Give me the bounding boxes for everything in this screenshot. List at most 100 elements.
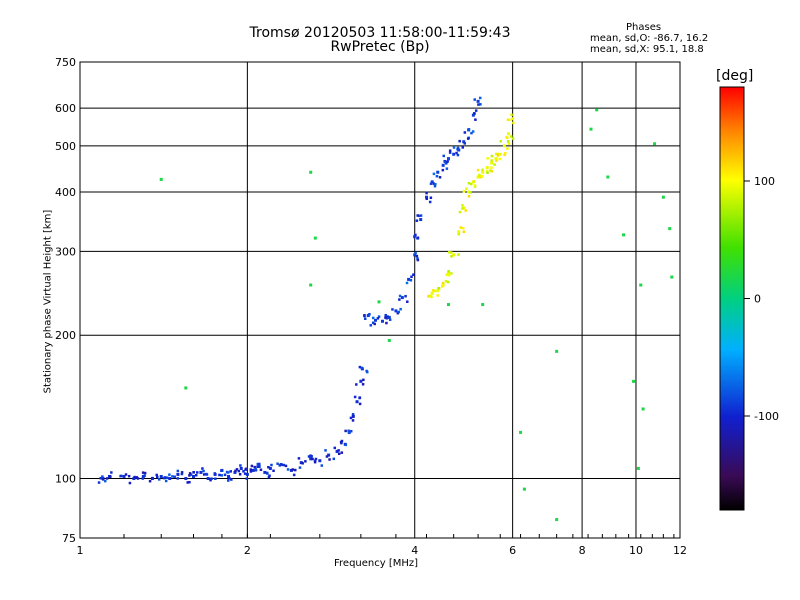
data-point (278, 464, 281, 467)
data-point (510, 135, 513, 138)
data-point (328, 458, 331, 461)
data-point (498, 152, 502, 156)
data-point (452, 152, 456, 156)
data-point (188, 480, 191, 484)
data-point (361, 383, 365, 386)
data-point (471, 130, 475, 133)
y-tick-label: 600 (55, 102, 76, 115)
data-point (301, 462, 304, 465)
data-point (122, 474, 126, 478)
data-point (245, 477, 249, 480)
data-point (202, 473, 206, 476)
data-point (347, 431, 351, 435)
data-point (639, 283, 643, 287)
data-point (463, 142, 467, 145)
data-point (431, 289, 435, 292)
data-point (496, 152, 500, 156)
data-point (168, 473, 171, 476)
data-point (340, 451, 344, 454)
data-point (337, 452, 341, 456)
data-point (363, 317, 367, 320)
data-point (429, 182, 433, 185)
data-point (249, 470, 253, 473)
data-point (258, 462, 261, 466)
data-point (494, 157, 498, 161)
data-point (480, 175, 484, 178)
data-point (327, 453, 331, 457)
data-point (133, 475, 136, 479)
data-point (202, 469, 205, 473)
data-point (441, 163, 445, 167)
data-point (101, 475, 104, 478)
data-point (188, 474, 191, 477)
data-point (490, 154, 494, 158)
data-point (191, 474, 195, 478)
data-point (502, 144, 506, 148)
data-point (481, 170, 485, 174)
data-point (239, 464, 242, 467)
data-point (414, 251, 417, 255)
data-point (427, 295, 430, 298)
data-point (478, 96, 482, 100)
data-point (416, 257, 419, 260)
data-point (416, 236, 419, 239)
y-tick-label: 750 (55, 56, 76, 69)
data-point (159, 474, 163, 478)
y-tick-label: 200 (55, 329, 76, 342)
phase-colorbar (719, 86, 745, 511)
data-point (192, 471, 195, 474)
data-point (242, 470, 245, 473)
data-point (433, 289, 436, 293)
data-point (430, 180, 434, 184)
data-point (428, 200, 432, 204)
data-point (595, 108, 599, 112)
data-point (446, 303, 450, 307)
colorbar-label: [deg] (716, 68, 754, 84)
data-point (143, 471, 147, 475)
data-point (256, 462, 260, 466)
data-point (462, 230, 466, 233)
data-point (447, 157, 450, 161)
data-point (432, 172, 436, 176)
data-point (490, 161, 494, 165)
data-point (351, 419, 355, 422)
data-point (498, 157, 502, 161)
data-point (344, 429, 347, 433)
chart-title: Tromsø 20120503 11:58:00-11:59:43 (249, 25, 511, 41)
data-point (349, 429, 353, 433)
data-point (506, 118, 510, 122)
data-point (473, 98, 476, 101)
data-point (164, 479, 168, 483)
data-point (399, 307, 402, 311)
data-point (373, 318, 377, 322)
data-point (476, 175, 480, 179)
data-point (394, 309, 398, 313)
data-point (279, 463, 283, 467)
data-point (265, 471, 269, 475)
data-point (448, 149, 452, 152)
data-point (344, 443, 348, 447)
data-point (506, 140, 510, 143)
data-point (244, 468, 247, 471)
y-tick-label: 500 (55, 140, 76, 153)
data-point (376, 317, 380, 320)
data-point (253, 465, 256, 469)
data-point (143, 474, 146, 477)
data-point (416, 258, 420, 262)
data-point (297, 457, 301, 460)
data-point (409, 279, 413, 282)
data-point (380, 319, 384, 323)
data-point (447, 273, 451, 277)
data-point (109, 475, 112, 478)
data-point (432, 182, 436, 185)
data-point (205, 472, 208, 476)
data-point (291, 468, 294, 471)
data-point (398, 298, 401, 301)
data-point (254, 467, 257, 471)
data-point (670, 275, 674, 279)
data-point (369, 324, 373, 327)
data-point (467, 190, 471, 194)
data-point (437, 286, 440, 290)
data-point (105, 477, 109, 480)
